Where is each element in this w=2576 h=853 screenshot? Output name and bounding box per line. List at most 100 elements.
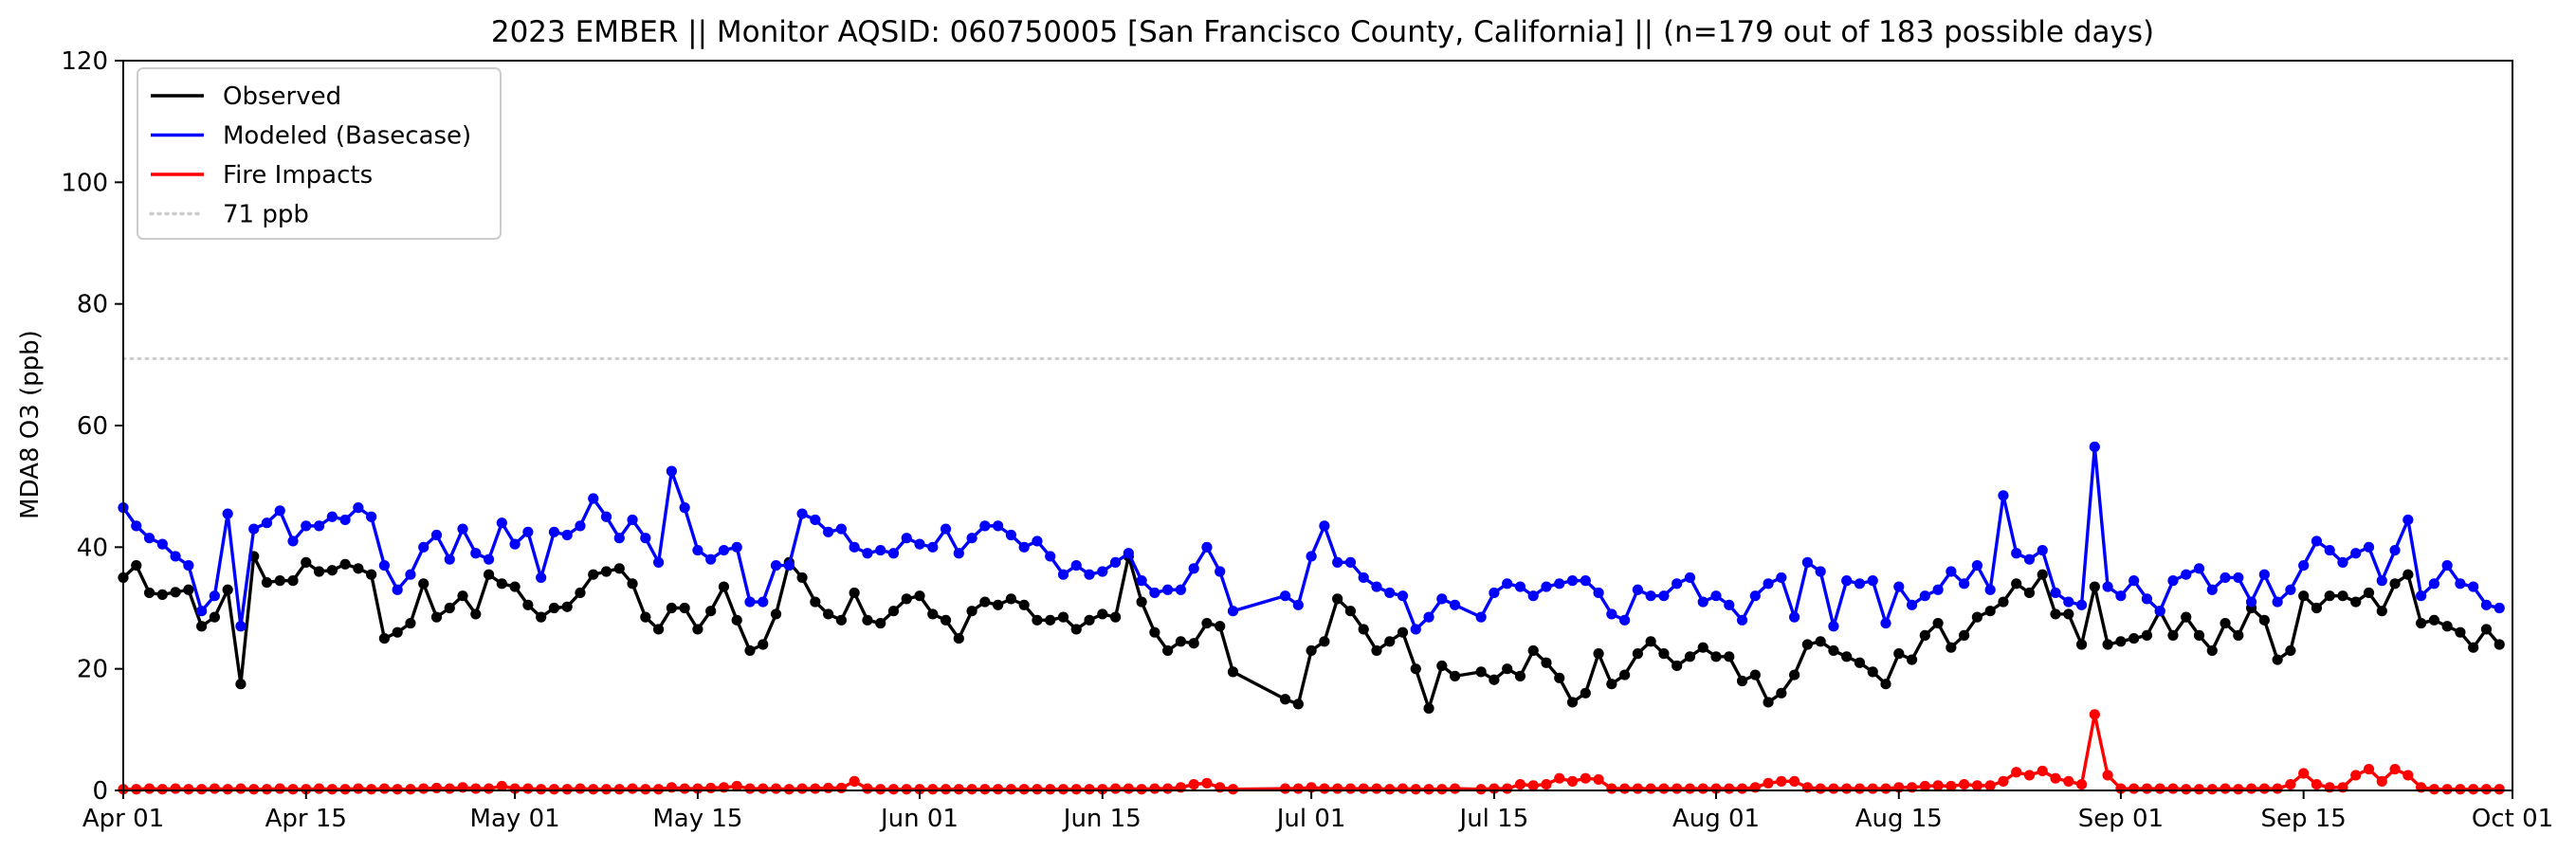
data-point-fire-impacts bbox=[744, 783, 756, 794]
data-point-observed bbox=[1449, 670, 1461, 681]
data-point-fire-impacts bbox=[496, 780, 507, 792]
data-point-modeled-basecase bbox=[444, 554, 455, 565]
data-point-modeled-basecase bbox=[2115, 590, 2127, 602]
data-point-observed bbox=[2011, 578, 2022, 590]
data-point-modeled-basecase bbox=[1841, 575, 1853, 587]
data-point-observed bbox=[2311, 602, 2323, 614]
data-point-modeled-basecase bbox=[470, 548, 482, 559]
data-point-modeled-basecase bbox=[1776, 572, 1787, 584]
data-point-fire-impacts bbox=[613, 784, 625, 795]
data-point-modeled-basecase bbox=[1554, 578, 1565, 590]
data-point-fire-impacts bbox=[156, 784, 168, 795]
data-point-modeled-basecase bbox=[1645, 590, 1656, 602]
data-point-fire-impacts bbox=[1736, 783, 1748, 794]
data-point-fire-impacts bbox=[2258, 783, 2270, 794]
data-point-modeled-basecase bbox=[2245, 596, 2257, 608]
data-point-fire-impacts bbox=[353, 783, 364, 794]
data-point-fire-impacts bbox=[2311, 778, 2323, 790]
data-point-fire-impacts bbox=[470, 783, 482, 794]
data-point-modeled-basecase bbox=[1175, 584, 1187, 595]
data-point-observed bbox=[444, 602, 455, 614]
data-point-observed bbox=[143, 587, 155, 599]
data-point-modeled-basecase bbox=[2102, 581, 2113, 592]
data-point-observed bbox=[2206, 644, 2218, 657]
data-point-observed bbox=[993, 599, 1004, 610]
data-point-modeled-basecase bbox=[430, 529, 443, 541]
data-point-observed bbox=[1593, 648, 1604, 660]
data-point-observed bbox=[156, 589, 168, 600]
data-point-fire-impacts bbox=[2141, 783, 2153, 794]
data-point-fire-impacts bbox=[2063, 775, 2074, 787]
data-point-modeled-basecase bbox=[1672, 578, 1683, 590]
x-tick-label: Jun 01 bbox=[879, 805, 959, 833]
data-point-modeled-basecase bbox=[326, 511, 338, 522]
data-point-observed bbox=[222, 584, 233, 595]
data-point-observed bbox=[1684, 651, 1696, 662]
data-point-observed bbox=[1018, 599, 1030, 610]
x-tick-label: Sep 15 bbox=[2260, 805, 2346, 833]
data-point-modeled-basecase bbox=[770, 559, 782, 572]
data-point-modeled-basecase bbox=[953, 548, 964, 559]
data-point-modeled-basecase bbox=[1736, 614, 1748, 626]
data-point-modeled-basecase bbox=[1489, 587, 1500, 599]
data-point-observed bbox=[1554, 672, 1565, 683]
data-point-fire-impacts bbox=[2468, 784, 2479, 795]
data-point-observed bbox=[1436, 660, 1448, 672]
data-point-observed bbox=[2128, 632, 2140, 644]
data-point-modeled-basecase bbox=[1606, 608, 1617, 620]
data-point-observed bbox=[1697, 642, 1708, 653]
data-point-modeled-basecase bbox=[1619, 614, 1631, 626]
data-point-observed bbox=[2089, 581, 2100, 592]
data-point-fire-impacts bbox=[561, 784, 573, 795]
data-point-fire-impacts bbox=[548, 784, 560, 795]
data-point-fire-impacts bbox=[1097, 784, 1108, 795]
data-point-modeled-basecase bbox=[744, 596, 756, 608]
data-point-modeled-basecase bbox=[509, 538, 521, 550]
data-point-observed bbox=[770, 608, 782, 620]
data-point-modeled-basecase bbox=[1828, 621, 1839, 632]
data-point-modeled-basecase bbox=[1658, 590, 1670, 602]
y-tick-label: 0 bbox=[92, 777, 108, 806]
legend: Observed Modeled (Basecase) Fire Impacts 71… bbox=[137, 67, 502, 240]
data-point-observed bbox=[522, 599, 534, 610]
data-point-modeled-basecase bbox=[1697, 596, 1708, 608]
data-point-modeled-basecase bbox=[887, 548, 900, 559]
x-tick-label: Apr 01 bbox=[82, 805, 164, 833]
data-point-observed bbox=[1344, 606, 1357, 617]
data-point-fire-impacts bbox=[875, 784, 886, 795]
data-point-fire-impacts bbox=[1227, 784, 1239, 795]
data-point-fire-impacts bbox=[2037, 765, 2048, 777]
data-point-modeled-basecase bbox=[196, 606, 208, 617]
data-point-modeled-basecase bbox=[2206, 584, 2218, 595]
data-point-modeled-basecase bbox=[522, 526, 534, 537]
data-point-fire-impacts bbox=[378, 783, 391, 794]
data-point-observed bbox=[1070, 624, 1082, 635]
data-point-fire-impacts bbox=[313, 783, 325, 794]
data-point-fire-impacts bbox=[261, 784, 273, 795]
data-point-modeled-basecase bbox=[561, 529, 573, 541]
data-point-modeled-basecase bbox=[2285, 584, 2296, 595]
data-point-fire-impacts bbox=[588, 784, 599, 795]
data-point-modeled-basecase bbox=[1502, 578, 1513, 590]
data-point-observed bbox=[326, 565, 338, 576]
data-point-modeled-basecase bbox=[2023, 554, 2036, 565]
data-point-fire-impacts bbox=[1763, 777, 1774, 789]
data-point-modeled-basecase bbox=[1018, 541, 1030, 553]
data-point-fire-impacts bbox=[366, 784, 377, 795]
data-point-modeled-basecase bbox=[2428, 578, 2439, 590]
data-point-observed bbox=[1566, 697, 1579, 708]
legend-label: Modeled (Basecase) bbox=[223, 122, 471, 151]
data-point-observed bbox=[1279, 694, 1291, 705]
data-point-fire-impacts bbox=[2102, 770, 2113, 781]
data-point-modeled-basecase bbox=[2389, 544, 2401, 556]
data-point-fire-impacts bbox=[1332, 783, 1343, 794]
data-point-observed bbox=[1057, 611, 1069, 623]
data-point-observed bbox=[339, 558, 351, 570]
plot-background bbox=[123, 61, 2512, 790]
legend-label: Observed bbox=[223, 82, 341, 111]
data-point-modeled-basecase bbox=[640, 533, 651, 544]
data-point-fire-impacts bbox=[1645, 783, 1656, 794]
data-point-observed bbox=[927, 608, 939, 620]
data-point-fire-impacts bbox=[1358, 783, 1369, 794]
data-point-observed bbox=[457, 590, 468, 602]
